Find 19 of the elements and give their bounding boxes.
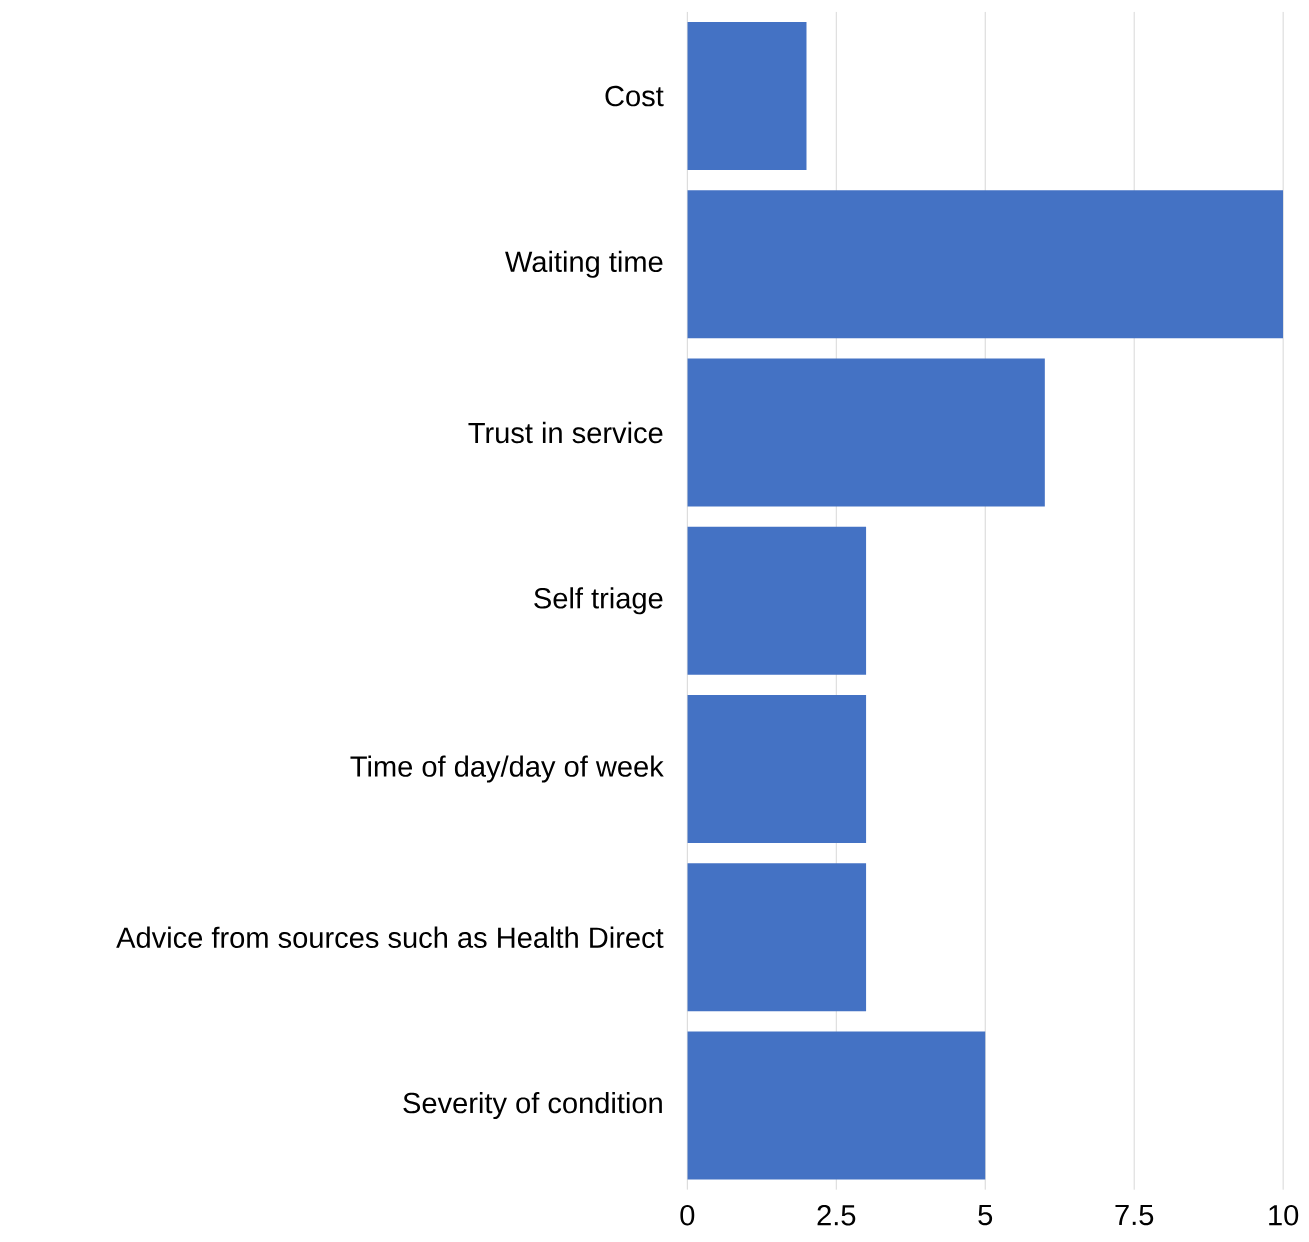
bar [687, 526, 867, 675]
y-tick-label: Self triage [534, 587, 663, 615]
x-tick-label: 7.5 [1115, 1204, 1154, 1226]
bar [687, 21, 807, 170]
y-tick-label: Time of day/day of week [350, 755, 664, 783]
y-tick-label: Trust in service [468, 421, 663, 444]
bar [687, 358, 1045, 507]
y-tick-label: Advice from sources such as Health Direct [116, 926, 664, 948]
y-tick-label: Severity of condition [403, 1091, 662, 1119]
bar [687, 1031, 986, 1180]
bar [687, 694, 867, 843]
y-tick-label: Cost [605, 85, 664, 107]
x-tick-label: 0 [680, 1204, 695, 1226]
y-tick-label: Waiting time [505, 250, 663, 278]
x-tick-label: 2.5 [817, 1204, 856, 1226]
bar [687, 190, 1284, 339]
x-tick-label: 5 [978, 1204, 993, 1226]
x-tick-label: 10 [1269, 1204, 1299, 1226]
bar [687, 863, 867, 1012]
